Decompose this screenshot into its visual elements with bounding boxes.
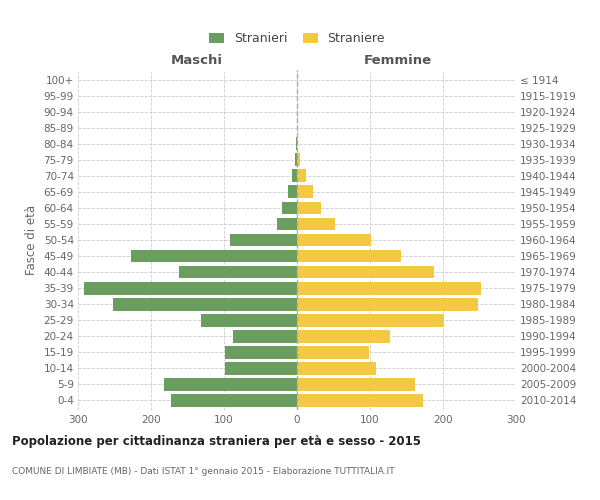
- Bar: [113, 298, 297, 310]
- Bar: [277, 218, 297, 230]
- Bar: [297, 298, 478, 310]
- Bar: [172, 394, 297, 407]
- Bar: [297, 250, 401, 262]
- Bar: [297, 218, 335, 230]
- Bar: [292, 170, 297, 182]
- Bar: [297, 314, 445, 326]
- Bar: [297, 362, 376, 374]
- Text: Maschi: Maschi: [170, 54, 222, 66]
- Bar: [297, 346, 368, 358]
- Bar: [131, 250, 297, 262]
- Bar: [296, 138, 297, 150]
- Text: Popolazione per cittadinanza straniera per età e sesso - 2015: Popolazione per cittadinanza straniera p…: [12, 435, 421, 448]
- Bar: [297, 202, 321, 214]
- Bar: [297, 186, 313, 198]
- Bar: [200, 314, 297, 326]
- Bar: [226, 346, 297, 358]
- Bar: [297, 282, 481, 294]
- Bar: [297, 330, 391, 342]
- Bar: [226, 362, 297, 374]
- Bar: [297, 394, 422, 407]
- Y-axis label: Fasce di età: Fasce di età: [25, 205, 38, 275]
- Bar: [179, 266, 297, 278]
- Bar: [297, 378, 415, 391]
- Bar: [297, 266, 434, 278]
- Bar: [283, 202, 297, 214]
- Bar: [297, 170, 306, 182]
- Bar: [288, 186, 297, 198]
- Text: Femmine: Femmine: [364, 54, 432, 66]
- Text: COMUNE DI LIMBIATE (MB) - Dati ISTAT 1° gennaio 2015 - Elaborazione TUTTITALIA.I: COMUNE DI LIMBIATE (MB) - Dati ISTAT 1° …: [12, 468, 395, 476]
- Bar: [233, 330, 297, 342]
- Bar: [84, 282, 297, 294]
- Bar: [297, 234, 371, 246]
- Legend: Stranieri, Straniere: Stranieri, Straniere: [205, 28, 389, 49]
- Y-axis label: Anni di nascita: Anni di nascita: [596, 196, 600, 284]
- Bar: [295, 154, 297, 166]
- Bar: [230, 234, 297, 246]
- Bar: [164, 378, 297, 391]
- Bar: [297, 154, 300, 166]
